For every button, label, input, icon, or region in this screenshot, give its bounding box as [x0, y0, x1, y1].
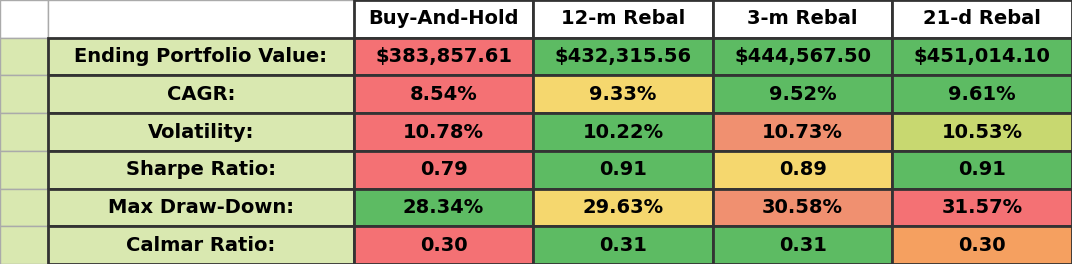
FancyBboxPatch shape	[0, 151, 48, 188]
FancyBboxPatch shape	[533, 113, 713, 151]
Text: Volatility:: Volatility:	[148, 122, 254, 142]
FancyBboxPatch shape	[892, 151, 1072, 188]
Text: 10.53%: 10.53%	[941, 122, 1023, 142]
Text: $383,857.61: $383,857.61	[375, 47, 512, 66]
Text: 0.31: 0.31	[599, 236, 647, 255]
FancyBboxPatch shape	[713, 226, 892, 264]
Text: $432,315.56: $432,315.56	[554, 47, 691, 66]
Text: CAGR:: CAGR:	[167, 85, 235, 104]
FancyBboxPatch shape	[0, 0, 48, 38]
Text: 30.58%: 30.58%	[762, 198, 844, 217]
FancyBboxPatch shape	[713, 38, 892, 76]
FancyBboxPatch shape	[533, 226, 713, 264]
Text: 3-m Rebal: 3-m Rebal	[747, 9, 858, 28]
FancyBboxPatch shape	[354, 76, 533, 113]
FancyBboxPatch shape	[713, 76, 892, 113]
FancyBboxPatch shape	[892, 226, 1072, 264]
Text: 0.91: 0.91	[599, 160, 647, 179]
Text: 10.22%: 10.22%	[582, 122, 664, 142]
FancyBboxPatch shape	[354, 113, 533, 151]
Text: 28.34%: 28.34%	[403, 198, 485, 217]
FancyBboxPatch shape	[0, 226, 48, 264]
FancyBboxPatch shape	[48, 38, 354, 76]
FancyBboxPatch shape	[533, 188, 713, 226]
Text: 0.31: 0.31	[778, 236, 827, 255]
Text: $444,567.50: $444,567.50	[734, 47, 872, 66]
Text: 29.63%: 29.63%	[582, 198, 664, 217]
Text: Sharpe Ratio:: Sharpe Ratio:	[126, 160, 276, 179]
FancyBboxPatch shape	[48, 0, 354, 38]
Text: 10.78%: 10.78%	[403, 122, 485, 142]
Text: 31.57%: 31.57%	[941, 198, 1023, 217]
FancyBboxPatch shape	[354, 0, 533, 38]
FancyBboxPatch shape	[892, 0, 1072, 38]
FancyBboxPatch shape	[354, 188, 533, 226]
FancyBboxPatch shape	[354, 151, 533, 188]
FancyBboxPatch shape	[713, 188, 892, 226]
FancyBboxPatch shape	[0, 38, 48, 76]
Text: 0.91: 0.91	[958, 160, 1007, 179]
Text: $451,014.10: $451,014.10	[913, 47, 1051, 66]
FancyBboxPatch shape	[48, 151, 354, 188]
Text: 0.79: 0.79	[419, 160, 467, 179]
FancyBboxPatch shape	[892, 38, 1072, 76]
FancyBboxPatch shape	[533, 76, 713, 113]
Text: 10.73%: 10.73%	[762, 122, 843, 142]
FancyBboxPatch shape	[713, 0, 892, 38]
FancyBboxPatch shape	[892, 76, 1072, 113]
FancyBboxPatch shape	[0, 113, 48, 151]
Text: Calmar Ratio:: Calmar Ratio:	[126, 236, 276, 255]
Text: 9.52%: 9.52%	[769, 85, 836, 104]
FancyBboxPatch shape	[533, 151, 713, 188]
FancyBboxPatch shape	[892, 113, 1072, 151]
FancyBboxPatch shape	[713, 113, 892, 151]
FancyBboxPatch shape	[354, 38, 533, 76]
FancyBboxPatch shape	[48, 188, 354, 226]
Text: 12-m Rebal: 12-m Rebal	[561, 9, 685, 28]
FancyBboxPatch shape	[48, 226, 354, 264]
Text: Buy-And-Hold: Buy-And-Hold	[369, 9, 519, 28]
Text: 21-d Rebal: 21-d Rebal	[923, 9, 1041, 28]
FancyBboxPatch shape	[48, 113, 354, 151]
Text: 9.33%: 9.33%	[590, 85, 657, 104]
Text: 0.89: 0.89	[778, 160, 827, 179]
Text: 0.30: 0.30	[420, 236, 467, 255]
FancyBboxPatch shape	[0, 76, 48, 113]
FancyBboxPatch shape	[533, 0, 713, 38]
Text: 8.54%: 8.54%	[410, 85, 477, 104]
Text: Max Draw-Down:: Max Draw-Down:	[108, 198, 294, 217]
Text: 0.30: 0.30	[958, 236, 1006, 255]
FancyBboxPatch shape	[354, 226, 533, 264]
FancyBboxPatch shape	[533, 38, 713, 76]
FancyBboxPatch shape	[892, 188, 1072, 226]
FancyBboxPatch shape	[0, 188, 48, 226]
FancyBboxPatch shape	[48, 76, 354, 113]
FancyBboxPatch shape	[713, 151, 892, 188]
Text: 9.61%: 9.61%	[949, 85, 1016, 104]
Text: Ending Portfolio Value:: Ending Portfolio Value:	[74, 47, 328, 66]
